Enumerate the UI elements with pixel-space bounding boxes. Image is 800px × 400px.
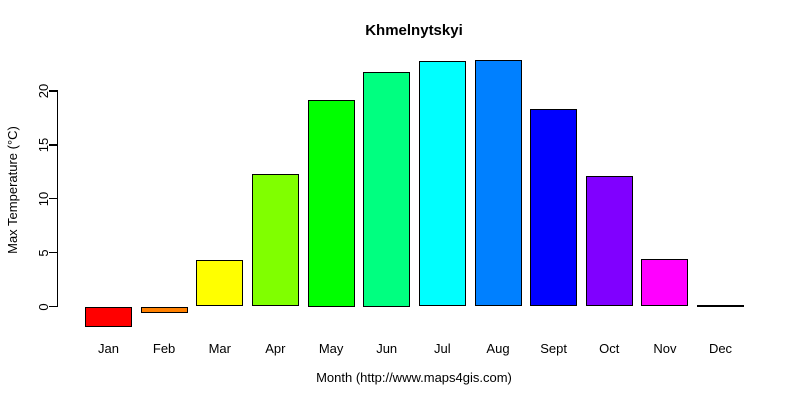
- month-label-mar: Mar: [208, 341, 231, 356]
- y-tick-label: 0: [35, 302, 51, 311]
- month-label-may: May: [318, 341, 344, 356]
- bar-feb: [140, 306, 188, 313]
- y-tick: [49, 90, 57, 92]
- month-label-oct: Oct: [599, 341, 620, 356]
- y-tick: [49, 197, 57, 200]
- bar-sept: [530, 109, 578, 307]
- y-tick-label: 5: [35, 248, 51, 257]
- y-tick: [49, 251, 57, 254]
- bar-aug: [474, 59, 522, 307]
- month-label-nov: Nov: [653, 341, 677, 356]
- y-tick-label: 20: [35, 83, 51, 99]
- bar-jan: [85, 306, 132, 327]
- y-axis-line: [56, 90, 58, 308]
- bar-mar: [196, 260, 244, 307]
- x-axis-label: Month (http://www.maps4gis.com): [316, 370, 512, 385]
- y-tick-label: 15: [35, 137, 51, 153]
- bar-nov: [641, 259, 689, 307]
- month-label-feb: Feb: [152, 341, 176, 356]
- bar-apr: [251, 173, 299, 307]
- y-tick-label: 10: [35, 191, 51, 206]
- y-tick: [49, 144, 57, 146]
- bar-jun: [363, 71, 411, 307]
- month-label-jul: Jul: [433, 341, 451, 356]
- month-label-sept: Sept: [540, 341, 567, 356]
- bar-dec: [697, 305, 744, 308]
- month-label-jun: Jun: [376, 341, 398, 356]
- month-label-jan: Jan: [98, 341, 119, 356]
- bar-oct: [585, 176, 633, 307]
- chart-title: Khmelnytskyi: [365, 22, 463, 39]
- month-label-dec: Dec: [708, 341, 733, 356]
- y-axis-label: Max Temperature (°C): [5, 126, 20, 254]
- y-tick: [49, 305, 57, 308]
- bar-jul: [418, 60, 466, 307]
- month-label-apr: Apr: [265, 341, 286, 356]
- bar-may: [307, 99, 355, 307]
- month-label-aug: Aug: [486, 341, 510, 356]
